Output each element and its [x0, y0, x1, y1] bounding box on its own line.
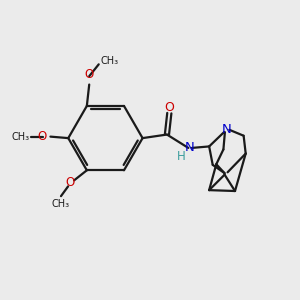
Text: O: O	[66, 176, 75, 189]
Text: H: H	[176, 150, 185, 163]
Text: CH₃: CH₃	[100, 56, 118, 66]
Text: O: O	[85, 68, 94, 81]
Text: O: O	[38, 130, 47, 143]
Text: O: O	[164, 101, 174, 114]
Text: N: N	[221, 123, 231, 136]
Text: CH₃: CH₃	[11, 132, 30, 142]
Text: CH₃: CH₃	[51, 199, 69, 209]
Text: N: N	[185, 141, 195, 154]
